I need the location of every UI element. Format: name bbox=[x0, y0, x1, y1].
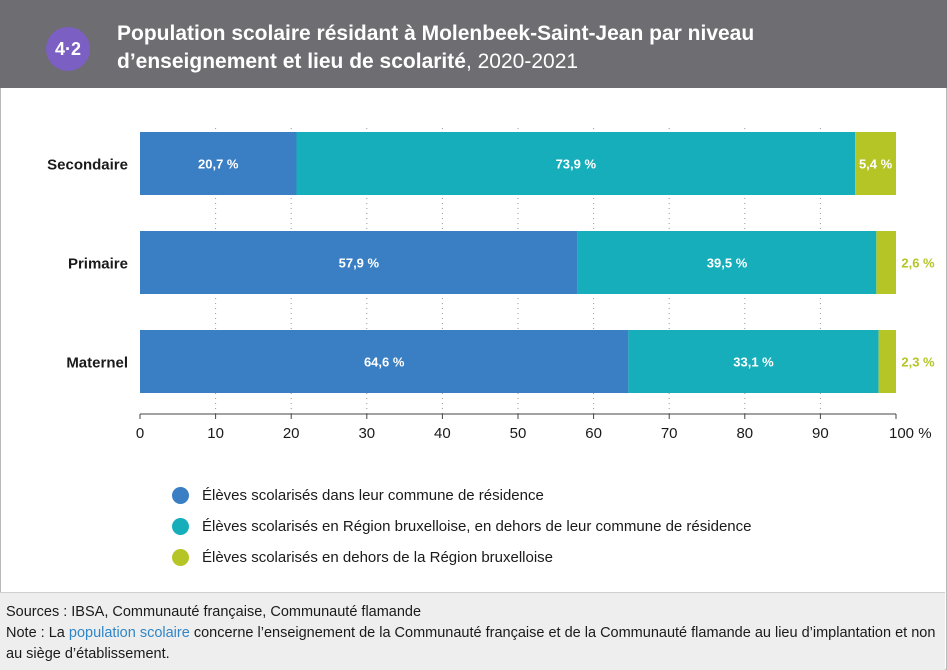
data-label: 57,9 % bbox=[339, 256, 380, 271]
category-label: Primaire bbox=[68, 256, 128, 273]
data-label: 5,4 % bbox=[859, 157, 893, 172]
legend-item-region: Élèves scolarisés en Région bruxelloise,… bbox=[172, 511, 751, 542]
figure-title-main: Population scolaire résidant à Molenbeek… bbox=[117, 22, 755, 73]
data-label: 39,5 % bbox=[707, 256, 748, 271]
x-tick-label: 50 bbox=[510, 425, 527, 442]
x-tick-label: 100 % bbox=[889, 425, 932, 442]
chart-legend: Élèves scolarisés dans leur commune de r… bbox=[172, 480, 751, 573]
x-tick-label: 60 bbox=[585, 425, 602, 442]
bar-segment bbox=[876, 231, 896, 294]
legend-item-outside: Élèves scolarisés en dehors de la Région… bbox=[172, 542, 751, 573]
figure-number-badge: 4·2 bbox=[46, 27, 90, 71]
bar-segment bbox=[140, 132, 297, 195]
bar-segment bbox=[296, 132, 856, 195]
bar-segment bbox=[140, 231, 578, 294]
figure-title: Population scolaire résidant à Molenbeek… bbox=[117, 20, 917, 76]
note-prefix: Note : La bbox=[6, 625, 69, 641]
legend-label: Élèves scolarisés en Région bruxelloise,… bbox=[202, 518, 752, 535]
stacked-bar-chart: 20,7 % 73,9 % 5,4 % Secondaire 57,9 % 39,5 % 2… bbox=[47, 128, 935, 442]
figure-header: 4·2 Population scolaire résidant à Molen… bbox=[0, 0, 947, 88]
x-tick-label: 30 bbox=[358, 425, 375, 442]
x-tick-label: 70 bbox=[661, 425, 678, 442]
population-scolaire-link[interactable]: population scolaire bbox=[68, 625, 190, 641]
data-label: 2,6 % bbox=[901, 256, 935, 271]
category-label: Maternel bbox=[66, 355, 128, 372]
sources-line: Sources : IBSA, Communauté française, Co… bbox=[6, 604, 422, 620]
x-tick-label: 20 bbox=[283, 425, 300, 442]
x-tick-label: 0 bbox=[136, 425, 144, 442]
bar-segment bbox=[628, 330, 879, 393]
x-tick-label: 90 bbox=[812, 425, 829, 442]
legend-label: Élèves scolarisés en dehors de la Région… bbox=[202, 549, 554, 566]
note-rest: concerne l’enseignement de la Communauté… bbox=[6, 625, 936, 662]
legend-item-commune: Élèves scolarisés dans leur commune de r… bbox=[172, 480, 751, 511]
x-tick-label: 40 bbox=[434, 425, 451, 442]
legend-swatch bbox=[172, 518, 189, 535]
figure-footer: Sources : IBSA, Communauté française, Co… bbox=[0, 592, 945, 670]
bar-segment bbox=[577, 231, 877, 294]
x-tick-label: 10 bbox=[207, 425, 224, 442]
bar-segment bbox=[855, 132, 896, 195]
data-label: 2,3 % bbox=[901, 355, 935, 370]
data-label: 20,7 % bbox=[198, 157, 239, 172]
bar-segment bbox=[140, 330, 629, 393]
data-label: 73,9 % bbox=[556, 157, 597, 172]
figure-title-year: , 2020-2021 bbox=[465, 50, 579, 73]
legend-label: Élèves scolarisés dans leur commune de r… bbox=[202, 487, 544, 504]
data-label: 33,1 % bbox=[733, 355, 774, 370]
legend-swatch bbox=[172, 549, 189, 566]
data-label: 64,6 % bbox=[364, 355, 405, 370]
legend-swatch bbox=[172, 487, 189, 504]
note-line: Note : La population scolaire concerne l… bbox=[6, 623, 941, 665]
category-label: Secondaire bbox=[47, 157, 128, 174]
footer-text: Sources : IBSA, Communauté française, Co… bbox=[6, 602, 941, 665]
bar-segment bbox=[878, 330, 896, 393]
x-tick-label: 80 bbox=[736, 425, 753, 442]
